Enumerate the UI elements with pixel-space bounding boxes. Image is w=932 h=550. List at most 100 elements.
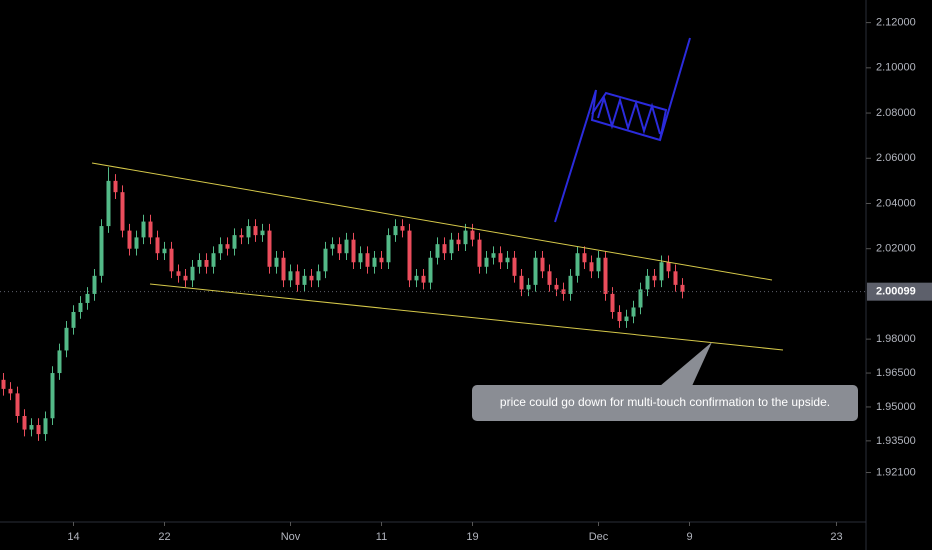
candle-body xyxy=(491,253,496,258)
candle-body xyxy=(680,284,685,292)
flag-drawing xyxy=(554,37,691,223)
candle-body xyxy=(232,235,237,249)
y-tick-label: 2.02000 xyxy=(876,243,916,255)
candle-body xyxy=(1,379,6,389)
y-tick-label: 1.98000 xyxy=(876,333,916,345)
y-tick-label: 2.06000 xyxy=(876,152,916,164)
candle-body xyxy=(498,253,503,263)
candle-body xyxy=(22,416,27,430)
candle-body xyxy=(505,257,510,263)
candle-body xyxy=(218,244,223,254)
candle-body xyxy=(106,180,111,227)
candle-body xyxy=(351,239,356,263)
candle-body xyxy=(155,237,160,254)
x-tick-label: 14 xyxy=(67,531,79,543)
y-tick-label: 2.10000 xyxy=(876,62,916,74)
candle-body xyxy=(547,271,552,285)
candle-body xyxy=(50,373,55,419)
candle-body xyxy=(295,271,300,285)
candle-body xyxy=(183,275,188,281)
candle-body xyxy=(190,266,195,281)
y-tick-label: 1.93500 xyxy=(876,435,916,447)
candle-body xyxy=(274,257,279,267)
candle-body xyxy=(379,257,384,263)
candle-body xyxy=(8,388,13,394)
candle-body xyxy=(393,226,398,236)
callout-box xyxy=(472,385,858,421)
upper-trend-line xyxy=(91,162,773,281)
candle-body xyxy=(64,327,69,351)
x-tick-label: 19 xyxy=(466,531,478,543)
candle-body xyxy=(148,221,153,238)
candle-body xyxy=(211,253,216,267)
candle-body xyxy=(470,230,475,240)
lower-trend-line xyxy=(149,283,784,351)
candle-body xyxy=(36,425,41,435)
candle-body xyxy=(610,293,615,312)
candle-body xyxy=(78,302,83,312)
last-price-label: 2.00099 xyxy=(876,286,916,298)
x-tick-label: 9 xyxy=(686,531,692,543)
candle-body xyxy=(372,257,377,267)
x-tick-label: 22 xyxy=(158,531,170,543)
candle-body xyxy=(141,221,146,238)
candle-body xyxy=(344,239,349,254)
candle-body xyxy=(631,307,636,317)
candle-body xyxy=(92,275,97,294)
candle-body xyxy=(253,226,258,236)
candle-body xyxy=(603,257,608,294)
flag-zigzag xyxy=(597,94,661,135)
candle-body xyxy=(407,230,412,281)
candle-body xyxy=(645,275,650,290)
candle-body xyxy=(85,293,90,303)
candle-body xyxy=(113,180,118,193)
candle-body xyxy=(519,275,524,290)
y-tick-label: 1.96500 xyxy=(876,367,916,379)
candle-body xyxy=(561,289,566,294)
candle-body xyxy=(330,244,335,249)
candle-body xyxy=(337,244,342,254)
candle-body xyxy=(120,192,125,231)
candle-body xyxy=(43,418,48,435)
candle-body xyxy=(428,257,433,283)
candle-body xyxy=(302,275,307,285)
candle-body xyxy=(225,244,230,249)
candle-body xyxy=(386,235,391,263)
annotation: price could go down for multi-touch conf… xyxy=(500,395,830,409)
y-tick-label: 2.08000 xyxy=(876,107,916,119)
candle-body xyxy=(582,253,587,263)
y-tick-label: 2.12000 xyxy=(876,17,916,29)
candle-body xyxy=(652,275,657,281)
candle-body xyxy=(596,257,601,272)
candle-body xyxy=(568,275,573,294)
candle-body xyxy=(449,239,454,254)
candle-body xyxy=(540,257,545,272)
candle-body xyxy=(526,284,531,290)
axes: 2.12000 2.10000 2.08000 2.06000 2.04000 2.020… xyxy=(0,17,932,543)
candle-body xyxy=(533,257,538,285)
candle-body xyxy=(421,275,426,283)
candle-body xyxy=(316,271,321,281)
candle-body xyxy=(99,226,104,276)
candle-body xyxy=(239,235,244,238)
candle-body xyxy=(477,239,482,267)
x-tick-label: Nov xyxy=(281,531,301,543)
candle-body xyxy=(204,260,209,267)
candle-body xyxy=(169,248,174,272)
candle-body xyxy=(288,271,293,281)
candle-body xyxy=(358,253,363,263)
candle-body xyxy=(456,239,461,245)
candle-body xyxy=(666,262,671,272)
candle-body xyxy=(512,257,517,276)
candle-body xyxy=(127,230,132,249)
candle-body xyxy=(589,262,594,272)
x-tick-label: 23 xyxy=(830,531,842,543)
candle-body xyxy=(71,312,76,328)
candles xyxy=(1,167,685,441)
candle-body xyxy=(554,284,559,290)
callout-pointer xyxy=(660,342,712,386)
x-tick-label: 11 xyxy=(376,531,387,543)
